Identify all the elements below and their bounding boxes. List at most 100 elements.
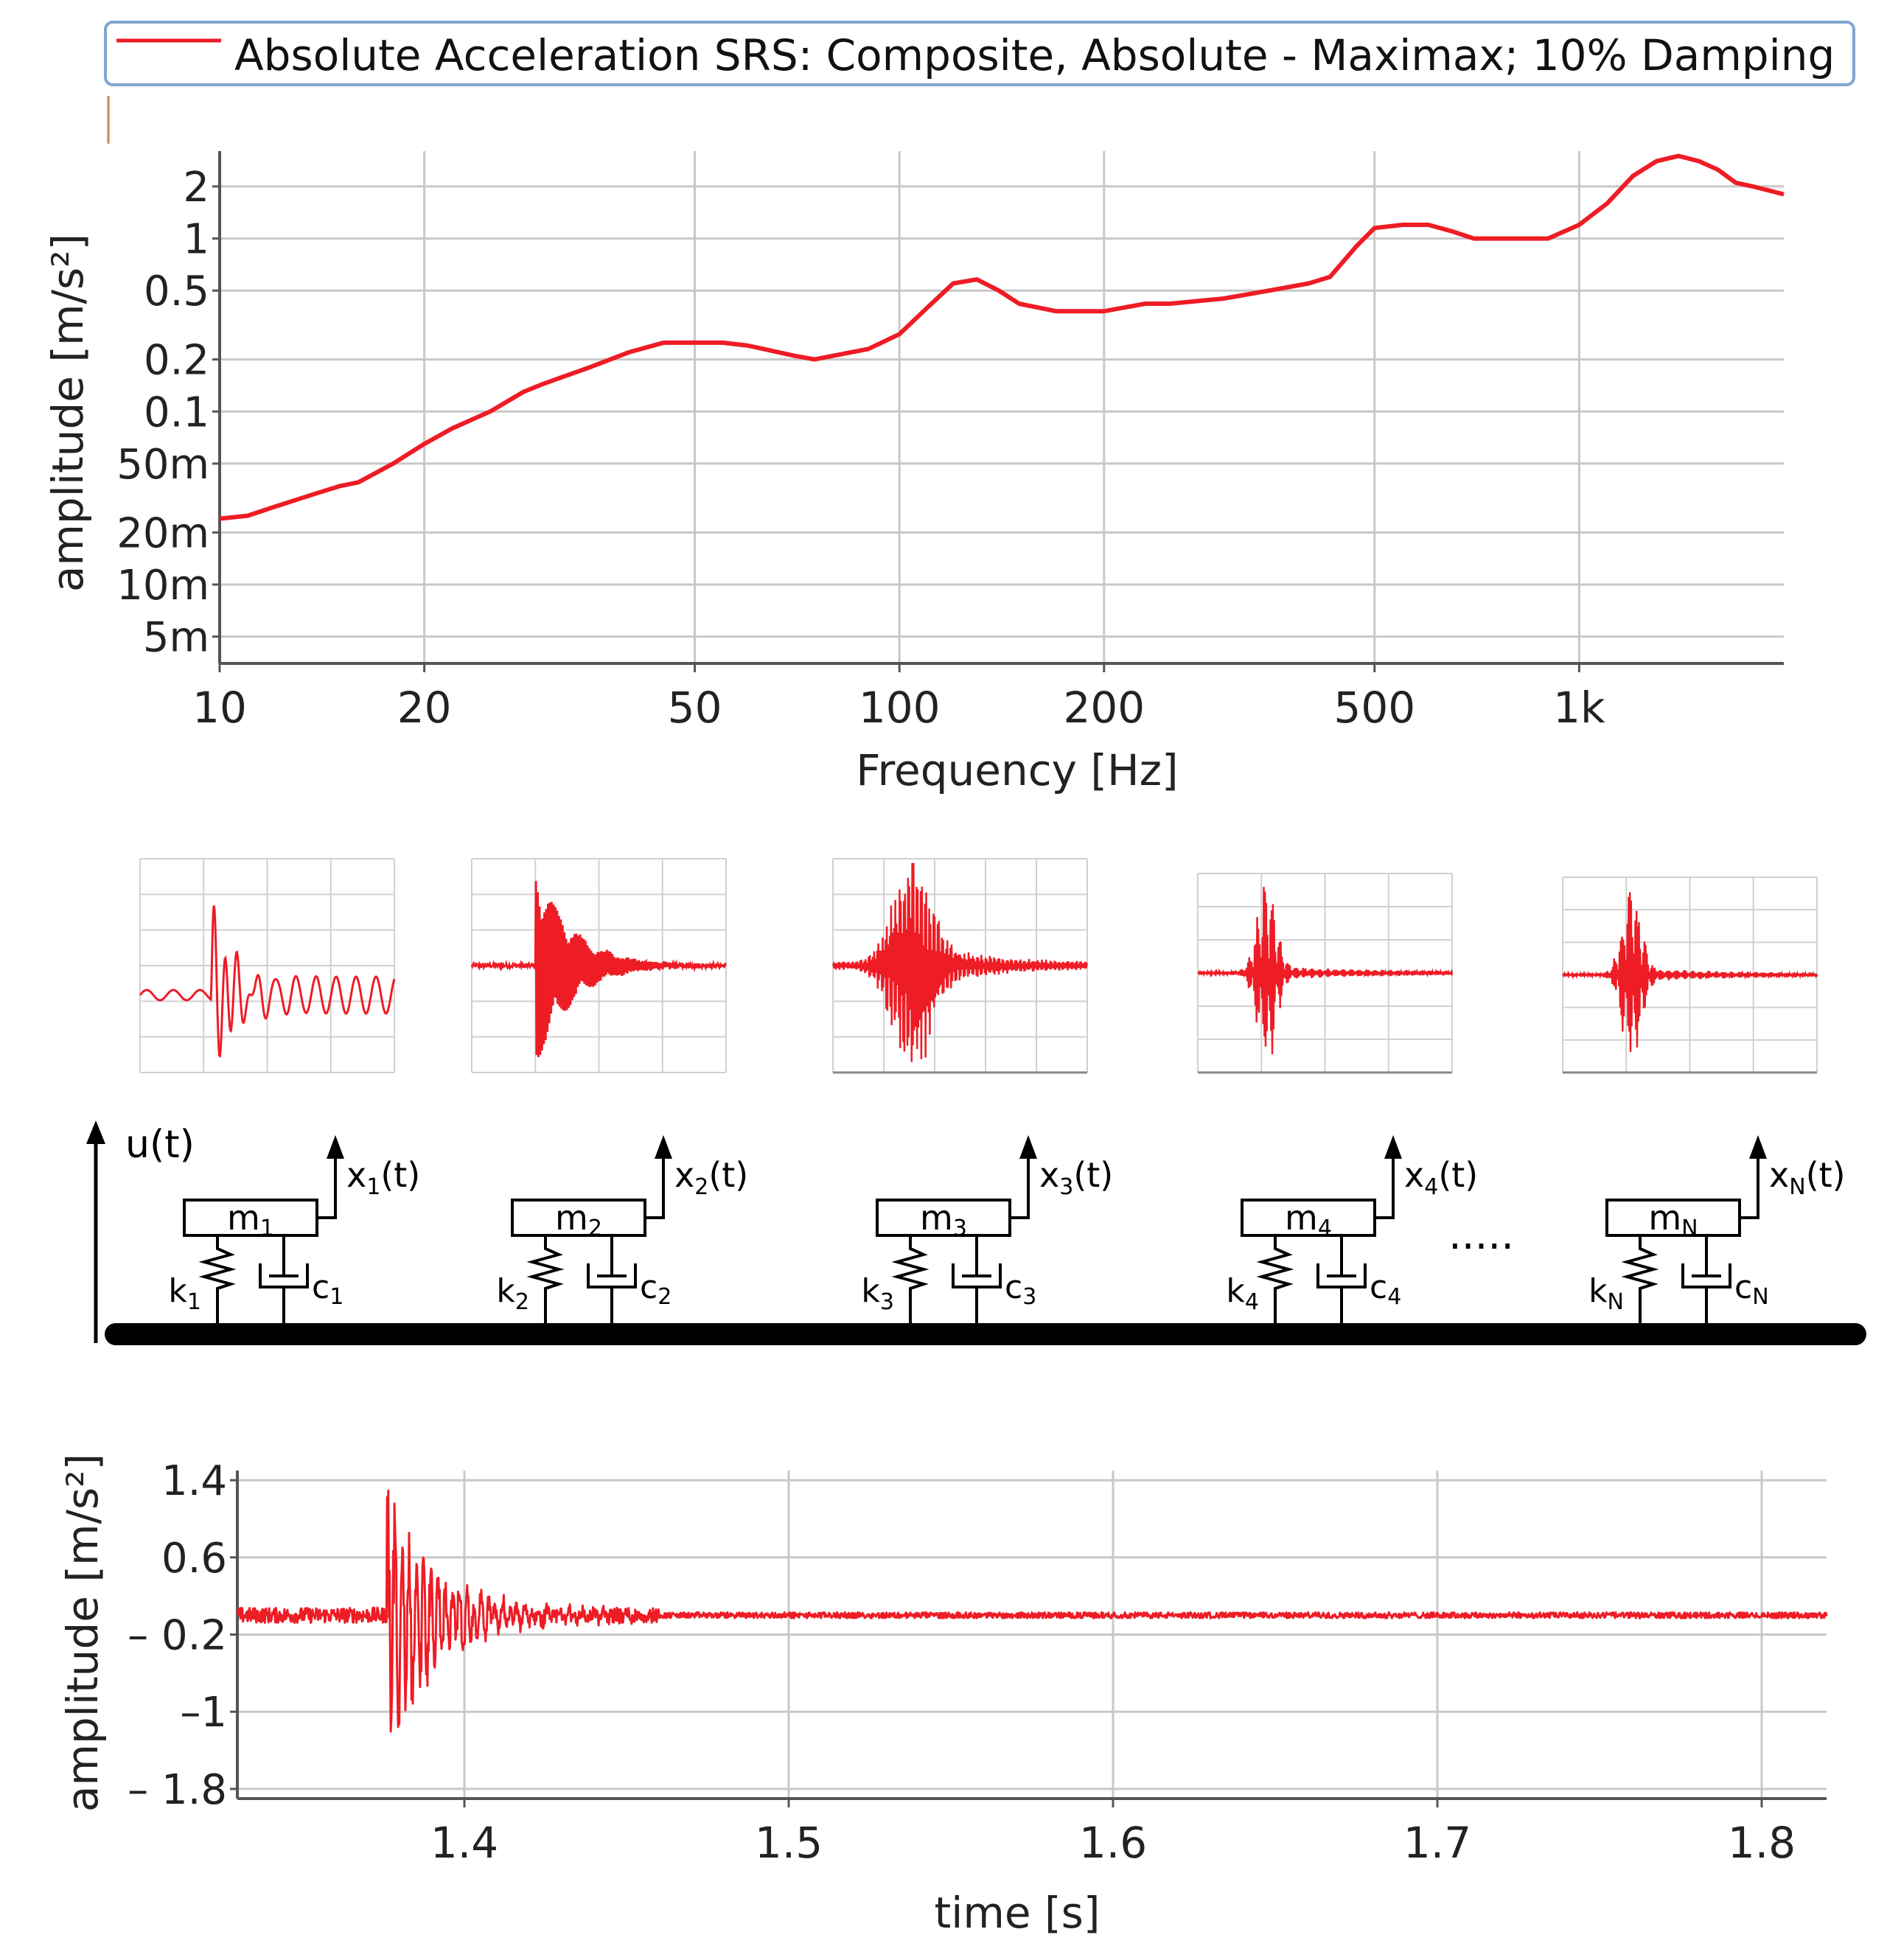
time-x-tick-label: 1.8 — [1728, 1818, 1796, 1868]
output-symbol: x — [1404, 1155, 1424, 1195]
response-3-thumbnail — [831, 858, 1089, 1074]
output-arrow-shaft — [1010, 1157, 1030, 1219]
srs-grid — [218, 151, 1784, 663]
damper-symbol: c — [1734, 1269, 1752, 1306]
thumbnail-waveform — [139, 905, 396, 1059]
mass-symbol: m — [555, 1198, 588, 1238]
spring-icon — [526, 1235, 565, 1334]
srs-x-tick-label: 10 — [192, 683, 247, 733]
mass-label: mN — [1648, 1198, 1698, 1241]
srs-y-tick-label: 20m — [116, 509, 209, 557]
damper-subscript: N — [1752, 1284, 1768, 1310]
output-arrow-icon — [1019, 1135, 1037, 1159]
time-x-ticks: 1.4 1.5 1.6 1.7 1.8 — [430, 1799, 1796, 1868]
output-subscript: 2 — [694, 1174, 708, 1200]
srs-x-tick-label: 200 — [1063, 683, 1145, 733]
damper-symbol: c — [640, 1269, 658, 1306]
output-arrow-icon — [327, 1135, 344, 1159]
srs-y-tick-label: 0.5 — [144, 268, 209, 315]
spring-label: k3 — [861, 1272, 894, 1315]
base-input-label: u(t) — [125, 1123, 195, 1167]
srs-x-tick-label: 500 — [1333, 683, 1415, 733]
output-subscript: 4 — [1424, 1174, 1438, 1200]
output-arrow-shaft — [317, 1157, 337, 1219]
time-grid — [237, 1471, 1827, 1799]
time-y-ticks: 1.4 0.6 – 0.2 –1 – 1.8 — [128, 1457, 237, 1814]
output-subscript: N — [1789, 1174, 1805, 1200]
output-symbol: x — [346, 1155, 366, 1195]
spring-symbol: k — [861, 1272, 880, 1310]
srs-chart: 10 20 50 100 200 500 1k 210.5 0.20.1 50m 20m 10m5m… — [43, 151, 1785, 795]
base-platform — [105, 1323, 1866, 1345]
srs-y-tick-label: 0.2 — [144, 337, 209, 385]
damper-subscript: 2 — [658, 1284, 672, 1310]
srs-axes — [218, 151, 1784, 665]
spring-icon — [891, 1235, 929, 1334]
output-label: x4(t) — [1404, 1155, 1478, 1200]
damper-label: cN — [1734, 1269, 1769, 1310]
mass-symbol: m — [1648, 1198, 1681, 1238]
spring-label: k1 — [168, 1272, 201, 1315]
damper-symbol: c — [1370, 1269, 1387, 1306]
time-x-tick-label: 1.5 — [755, 1818, 823, 1868]
response-5-thumbnail — [1562, 876, 1818, 1074]
time-x-tick-label: 1.6 — [1079, 1818, 1147, 1868]
output-symbol: x — [674, 1155, 694, 1195]
time-y-tick-label: 1.4 — [161, 1457, 227, 1505]
spring-subscript: 1 — [187, 1289, 201, 1315]
mass-block — [183, 1199, 318, 1237]
spring-symbol: k — [496, 1272, 515, 1310]
time-y-tick-label: 0.6 — [161, 1535, 227, 1583]
srs-x-ticks: 10 20 50 100 200 500 1k — [192, 663, 1605, 733]
damper-symbol: c — [312, 1269, 329, 1306]
srs-y-tick-label: 0.1 — [144, 388, 209, 436]
time-y-tick-label: – 0.2 — [128, 1612, 227, 1660]
output-symbol: x — [1769, 1155, 1789, 1195]
mass-block — [1241, 1199, 1376, 1237]
spring-symbol: k — [1226, 1272, 1245, 1310]
mass-label: m4 — [1285, 1198, 1332, 1241]
response-2-thumbnail — [470, 858, 727, 1073]
output-suffix: (t) — [1073, 1155, 1113, 1195]
damper-label: c4 — [1370, 1269, 1401, 1310]
damper-subscript: 3 — [1022, 1284, 1036, 1310]
mass-symbol: m — [1285, 1198, 1318, 1238]
thumbnail-waveform — [1197, 887, 1454, 1055]
output-arrow-icon — [655, 1135, 672, 1159]
output-symbol: x — [1039, 1155, 1059, 1195]
time-x-tick-label: 1.4 — [430, 1818, 498, 1868]
thumbnail-waveform — [831, 862, 1089, 1062]
srs-y-tick-label: 2 — [183, 164, 209, 212]
output-label: x2(t) — [674, 1155, 748, 1200]
spring-subscript: 4 — [1245, 1289, 1259, 1315]
spring-symbol: k — [1588, 1272, 1608, 1310]
output-suffix: (t) — [1438, 1155, 1478, 1195]
time-series-line — [236, 1489, 1828, 1733]
spring-icon — [1256, 1235, 1294, 1334]
mass-symbol: m — [920, 1198, 953, 1238]
srs-y-label: amplitude [m/s²] — [43, 234, 93, 592]
thumbnail-waveform — [470, 881, 727, 1058]
response-4-thumbnail — [1197, 873, 1454, 1074]
damper-label: c2 — [640, 1269, 672, 1310]
output-arrow-shaft — [645, 1157, 665, 1219]
srs-y-tick-label: 5m — [143, 614, 209, 662]
mass-subscript: 1 — [260, 1216, 274, 1241]
mass-subscript: 3 — [953, 1216, 967, 1241]
srs-x-tick-label: 100 — [859, 683, 941, 733]
output-arrow-icon — [1384, 1135, 1402, 1159]
output-suffix: (t) — [708, 1155, 748, 1195]
srs-y-tick-label: 1 — [183, 216, 209, 264]
srs-x-tick-label: 1k — [1553, 683, 1605, 733]
time-y-tick-label: –1 — [180, 1689, 227, 1737]
damper-subscript: 1 — [329, 1284, 343, 1310]
response-thumbnails — [139, 858, 1818, 1074]
response-1-thumbnail — [139, 858, 396, 1073]
output-arrow-shaft — [1375, 1157, 1395, 1219]
output-subscript: 3 — [1059, 1174, 1073, 1200]
